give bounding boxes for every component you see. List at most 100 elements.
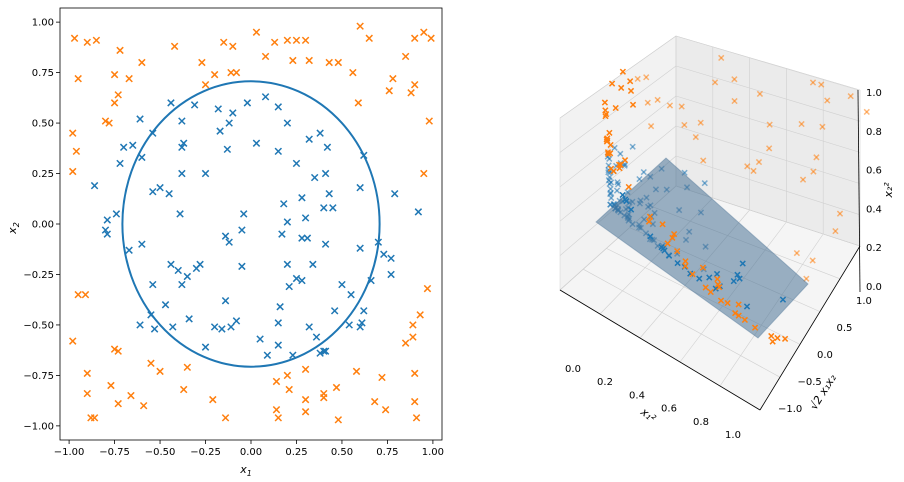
outer-point-3d <box>824 97 831 104</box>
outer-point <box>125 74 133 83</box>
inner-point <box>169 323 177 331</box>
outer-point-3d <box>682 262 689 270</box>
outer-point <box>72 147 81 156</box>
outer-point-3d <box>809 79 817 86</box>
inner-point <box>309 260 317 269</box>
outer-point-3d <box>768 332 775 340</box>
outer-point <box>420 28 428 36</box>
inner-point-3d <box>611 144 618 152</box>
y-tick-label: 0.00 <box>32 220 54 231</box>
inner-point <box>310 173 319 182</box>
inner-point <box>90 181 99 190</box>
outer-point <box>385 87 393 95</box>
inner-point <box>312 333 321 341</box>
outer-point-3d <box>793 249 800 257</box>
inner-point <box>283 218 292 226</box>
inner-point <box>103 216 112 224</box>
inner-point <box>298 276 306 285</box>
outer-point-3d <box>699 264 707 271</box>
inner-point <box>216 127 224 135</box>
inner-point <box>305 135 313 143</box>
inner-point <box>298 234 306 242</box>
outer-point-3d <box>750 167 757 175</box>
y-tick-label-3d: 0.5 <box>837 323 853 334</box>
outer-point <box>69 337 77 345</box>
inner-point <box>179 139 188 147</box>
outer-point <box>92 36 101 45</box>
x-tick-label: 0.50 <box>331 447 353 458</box>
outer-point <box>370 397 379 406</box>
outer-point-3d <box>735 312 742 319</box>
outer-point-3d <box>610 168 617 175</box>
inner-point <box>276 303 284 311</box>
outer-point-3d <box>766 145 773 152</box>
outer-point <box>349 68 357 77</box>
inner-point-3d <box>706 274 713 281</box>
inner-point <box>256 335 264 343</box>
inner-point <box>129 141 137 150</box>
inner-point-3d <box>617 150 624 157</box>
outer-point <box>301 408 310 416</box>
z-tick-label-3d: 0.4 <box>866 204 882 215</box>
outer-point-3d <box>645 218 653 225</box>
points-3d-front <box>601 68 789 345</box>
outer-point <box>272 377 281 386</box>
outer-point <box>83 389 92 398</box>
outer-point <box>365 34 373 43</box>
x-tick-label: 1.00 <box>422 447 444 458</box>
outer-point <box>283 36 292 45</box>
inner-point-3d <box>627 206 635 213</box>
z-axis-3d-line <box>857 89 861 293</box>
outer-point <box>283 371 292 380</box>
outer-point-3d <box>766 121 773 128</box>
outer-point-3d <box>735 301 742 308</box>
inner-point <box>232 317 241 325</box>
inner-point <box>329 204 337 212</box>
inner-point <box>174 266 182 275</box>
outer-point-3d <box>702 284 709 291</box>
inner-point-3d <box>779 296 787 303</box>
outer-point-3d <box>716 284 723 291</box>
inner-point <box>321 347 330 355</box>
inner-point-3d <box>674 259 681 267</box>
inner-point <box>325 189 333 198</box>
outer-point <box>325 58 333 67</box>
outer-point <box>301 36 310 45</box>
inner-point <box>292 159 301 168</box>
outer-point-3d <box>803 275 810 282</box>
outer-point-3d <box>731 97 738 105</box>
outer-point <box>381 405 390 414</box>
outer-point-3d <box>781 335 789 342</box>
outer-point-3d <box>678 103 685 110</box>
inner-point <box>112 210 121 218</box>
inner-point-3d <box>701 180 708 187</box>
outer-point <box>410 34 419 43</box>
outer-point <box>252 28 261 36</box>
inner-point <box>321 240 330 248</box>
outer-point-3d <box>608 80 616 87</box>
inner-point <box>116 159 124 168</box>
side-grid-line <box>559 125 677 222</box>
inner-point-3d <box>613 187 621 194</box>
outer-point <box>74 74 82 83</box>
outer-point-3d <box>602 107 609 114</box>
outer-point-3d <box>756 90 764 98</box>
z-tick-label-3d: 1.0 <box>866 88 882 99</box>
inner-point <box>298 194 306 202</box>
inner-point <box>156 183 164 192</box>
inner-point <box>301 214 310 222</box>
outer-point <box>409 321 417 329</box>
outer-point <box>410 397 419 406</box>
inner-point <box>221 232 230 240</box>
x-tick-label: −0.75 <box>99 447 130 458</box>
outer-point-3d <box>607 141 614 149</box>
inner-point <box>278 230 286 238</box>
inner-point <box>330 307 339 315</box>
inner-point <box>214 105 222 113</box>
outer-point <box>305 56 313 65</box>
back-grid-line <box>675 65 861 122</box>
inner-point-3d <box>696 275 703 282</box>
inner-point <box>190 101 199 109</box>
ticks-3d: 0.0 0.2 0.4 0.6 0.8 1.0 −1.0 −0.5 0.0 0.5 1.0 0.0 0.… <box>565 88 882 441</box>
inner-point <box>178 169 186 178</box>
